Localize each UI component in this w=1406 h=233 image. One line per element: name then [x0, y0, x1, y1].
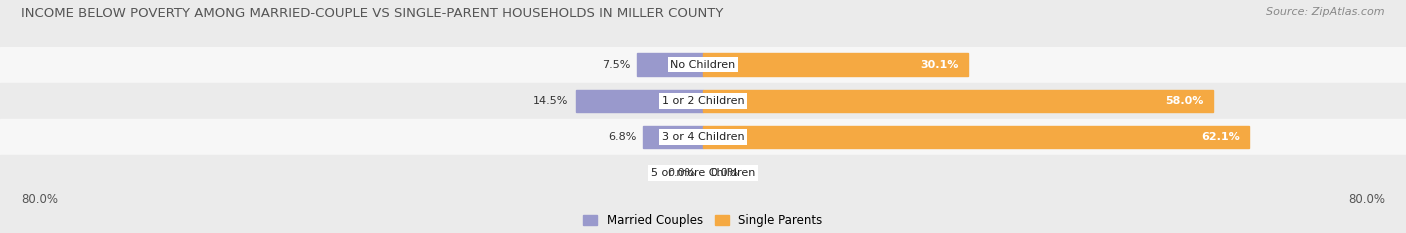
Bar — [575, 89, 703, 112]
Bar — [637, 53, 703, 76]
Text: 0.0%: 0.0% — [668, 168, 696, 178]
Text: 6.8%: 6.8% — [607, 132, 637, 142]
Text: No Children: No Children — [671, 60, 735, 70]
Bar — [0, 119, 1406, 155]
Bar — [0, 47, 1406, 83]
Text: 0.0%: 0.0% — [710, 168, 738, 178]
Bar — [703, 126, 1249, 148]
Text: 14.5%: 14.5% — [533, 96, 568, 106]
Text: 80.0%: 80.0% — [1348, 193, 1385, 206]
Text: 3 or 4 Children: 3 or 4 Children — [662, 132, 744, 142]
Bar — [703, 89, 1212, 112]
Bar — [0, 83, 1406, 119]
Legend: Married Couples, Single Parents: Married Couples, Single Parents — [583, 214, 823, 227]
Bar — [0, 155, 1406, 191]
Bar — [703, 53, 967, 76]
Text: 80.0%: 80.0% — [21, 193, 58, 206]
Text: 58.0%: 58.0% — [1166, 96, 1204, 106]
Text: 30.1%: 30.1% — [921, 60, 959, 70]
Text: 62.1%: 62.1% — [1201, 132, 1240, 142]
Text: Source: ZipAtlas.com: Source: ZipAtlas.com — [1267, 7, 1385, 17]
Text: INCOME BELOW POVERTY AMONG MARRIED-COUPLE VS SINGLE-PARENT HOUSEHOLDS IN MILLER : INCOME BELOW POVERTY AMONG MARRIED-COUPL… — [21, 7, 724, 20]
Text: 1 or 2 Children: 1 or 2 Children — [662, 96, 744, 106]
Text: 7.5%: 7.5% — [602, 60, 630, 70]
Text: 5 or more Children: 5 or more Children — [651, 168, 755, 178]
Bar — [644, 126, 703, 148]
